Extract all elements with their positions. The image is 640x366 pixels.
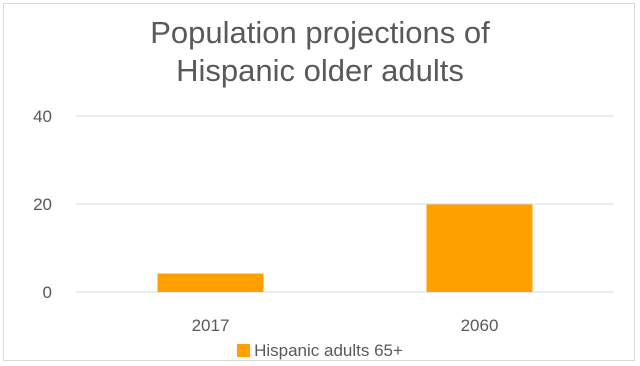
x-axis-ticks: 2017 2060	[192, 316, 499, 335]
bar-2017	[157, 273, 264, 292]
legend: Hispanic adults 65+	[0, 340, 640, 362]
legend-label: Hispanic adults 65+	[254, 341, 403, 360]
gridlines	[76, 115, 614, 293]
x-tick-label-2060: 2060	[461, 316, 499, 335]
bar-2060	[426, 204, 533, 292]
legend-swatch-hispanic-adults	[237, 344, 251, 357]
x-tick-label-2017: 2017	[192, 316, 230, 335]
chart-frame	[3, 3, 635, 361]
y-axis-ticks: 0 20 40	[33, 107, 52, 302]
y-tick-label: 40	[33, 107, 52, 126]
chart-title: Population projections of Hispanic older…	[150, 15, 490, 88]
bars	[157, 204, 533, 292]
y-tick-label: 0	[43, 283, 52, 302]
y-tick-label: 20	[33, 195, 52, 214]
